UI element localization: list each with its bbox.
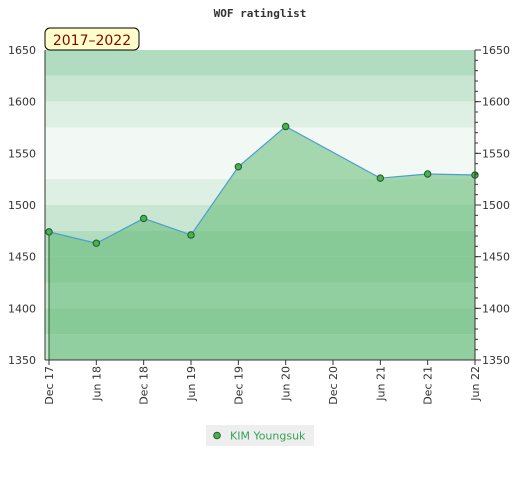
y-tick-label-left: 1400 [8, 302, 36, 315]
y-tick-label-left: 1500 [8, 199, 36, 212]
period-label: 2017–2022 [44, 27, 140, 51]
y-tick-label-right: 1550 [482, 147, 510, 160]
x-tick-label: Jun 20 [280, 366, 293, 402]
data-point [45, 228, 53, 236]
plot-area [45, 122, 479, 360]
period-label-text: 2017–2022 [53, 33, 131, 49]
y-tick-label-left: 1450 [8, 251, 36, 264]
data-point [423, 170, 432, 178]
legend-marker [213, 431, 221, 440]
y-tick-label-right: 1600 [482, 96, 510, 109]
rating-band [45, 75, 475, 102]
chart-title: WOF ratinglist [214, 7, 307, 20]
x-tick-label: Dec 18 [138, 366, 151, 405]
x-tick-label: Jun 22 [469, 366, 482, 402]
x-tick-label: Dec 20 [327, 366, 340, 405]
x-tick-label: Jun 18 [90, 366, 103, 402]
data-point [92, 239, 101, 247]
data-point [281, 122, 290, 131]
y-tick-label-right: 1450 [482, 251, 510, 264]
data-point [234, 163, 243, 171]
series-area [49, 126, 475, 360]
y-tick-label-right: 1650 [482, 44, 510, 57]
y-tick-label-right: 1400 [482, 302, 510, 315]
legend-label: KIM Youngsuk [230, 430, 306, 443]
x-tick-label: Jun 21 [374, 366, 387, 402]
y-tick-label-left: 1550 [8, 147, 36, 160]
y-tick-label-right: 1350 [482, 354, 510, 367]
period-label-box [44, 27, 140, 51]
axes: 1350 1350 1400 1400 1450 1450 1500 1500 1550 1550… [8, 44, 510, 405]
legend-box [206, 425, 314, 446]
y-tick-label-right: 1500 [482, 199, 510, 212]
data-point [187, 231, 195, 239]
x-tick-label: Jun 19 [185, 366, 198, 402]
data-point [139, 214, 148, 223]
x-tick-label: Dec 17 [43, 366, 56, 405]
data-point [376, 174, 385, 182]
legend[interactable]: KIM Youngsuk [206, 425, 314, 446]
y-tick-label-left: 1350 [8, 354, 36, 367]
y-tick-label-left: 1650 [8, 44, 36, 57]
rating-band [45, 50, 475, 76]
y-tick-label-left: 1600 [8, 96, 36, 109]
x-tick-label: Dec 21 [422, 366, 435, 405]
x-tick-label: Dec 19 [232, 366, 245, 405]
rating-band [45, 101, 475, 128]
